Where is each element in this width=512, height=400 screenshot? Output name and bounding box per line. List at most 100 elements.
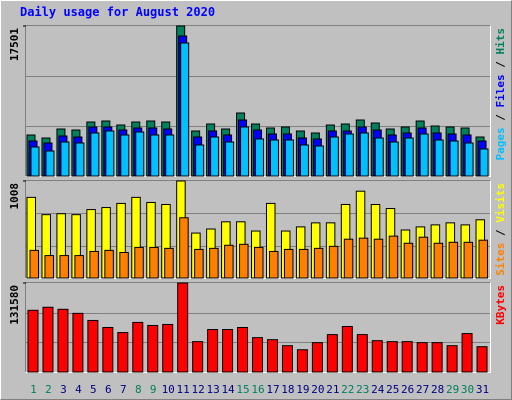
x-tick-label: 19: [296, 383, 309, 396]
bar: [373, 238, 384, 279]
bar: [239, 243, 249, 279]
bar: [461, 333, 473, 373]
x-tick-label: 31: [476, 383, 489, 396]
bar: [164, 247, 174, 279]
y-tick-label: 1008: [8, 183, 21, 210]
legend-entry: Hits: [494, 28, 507, 55]
bar: [119, 251, 129, 279]
bar: [416, 342, 428, 373]
bar: [386, 341, 398, 373]
bar: [29, 249, 39, 279]
legend-entry: KBytes: [494, 285, 507, 325]
bar: [371, 340, 383, 373]
bar: [358, 237, 369, 279]
bar: [222, 329, 234, 373]
bar: [59, 255, 69, 279]
x-tick-label: 25: [386, 383, 399, 396]
legend-entry: Files: [494, 74, 507, 107]
x-tick-label: 26: [401, 383, 414, 396]
x-tick-label: 12: [192, 383, 205, 396]
y-tick-label: 131580: [8, 285, 21, 325]
legend-entry: Pages: [494, 127, 507, 160]
x-tick-label: 10: [162, 383, 175, 396]
bar: [403, 242, 414, 279]
bar: [105, 130, 115, 177]
bar: [266, 339, 278, 373]
bar: [255, 138, 265, 177]
bar: [374, 137, 384, 177]
bar: [464, 142, 474, 177]
bar: [463, 241, 474, 279]
bar: [192, 341, 204, 373]
bar: [314, 145, 324, 177]
bar: [478, 239, 489, 279]
x-tick-label: 28: [431, 383, 444, 396]
x-tick-label: 23: [356, 383, 369, 396]
bar: [479, 148, 489, 177]
bar: [433, 242, 444, 279]
bar: [299, 144, 309, 177]
x-tick-label: 8: [135, 383, 142, 396]
bar: [254, 246, 264, 279]
x-tick-label: 27: [416, 383, 429, 396]
bar: [269, 139, 279, 177]
bar: [446, 345, 458, 373]
bar: [104, 249, 114, 279]
bar: [134, 246, 144, 279]
x-tick-label: 7: [120, 383, 127, 396]
bar: [30, 146, 40, 177]
bar: [356, 334, 368, 373]
bar: [72, 312, 84, 373]
y-tick-label: 17501: [8, 28, 21, 61]
bar: [284, 139, 294, 177]
bar: [195, 144, 205, 177]
x-tick-label: 15: [236, 383, 249, 396]
bar: [296, 349, 308, 373]
bar: [224, 244, 234, 279]
bar: [60, 141, 70, 177]
legend-entry: Sites: [494, 243, 507, 276]
x-tick-label: 22: [341, 383, 354, 396]
bar: [162, 323, 174, 373]
bar: [326, 334, 338, 373]
x-tick-label: 14: [221, 383, 235, 396]
x-tick-label: 9: [150, 383, 157, 396]
bar: [209, 247, 219, 279]
legend-separator: /: [494, 108, 507, 128]
bar: [57, 308, 69, 373]
x-tick-label: 3: [60, 383, 67, 396]
chart-title: Daily usage for August 2020: [20, 5, 215, 19]
bar: [404, 137, 414, 177]
bar: [252, 337, 264, 373]
x-tick-label: 4: [75, 383, 82, 396]
x-tick-label: 11: [177, 383, 190, 396]
bar: [45, 150, 55, 177]
bar: [180, 42, 190, 177]
x-tick-label: 24: [371, 383, 385, 396]
bar: [476, 346, 488, 373]
bar: [311, 342, 323, 373]
x-tick-label: 2: [45, 383, 52, 396]
bar: [207, 329, 219, 373]
bar: [283, 248, 294, 279]
bar: [135, 131, 145, 177]
bar: [328, 245, 339, 279]
legend-separator: /: [494, 55, 507, 75]
bar: [449, 140, 459, 177]
x-tick-label: 5: [90, 383, 97, 396]
bar: [343, 238, 354, 279]
bar: [177, 282, 189, 373]
bar: [120, 134, 130, 177]
x-tick-label: 16: [251, 383, 264, 396]
x-tick-label: 6: [105, 383, 112, 396]
bar: [89, 250, 99, 279]
bar: [74, 255, 84, 279]
x-tick-label: 1: [30, 383, 37, 396]
bar: [90, 132, 100, 177]
bar: [388, 235, 399, 279]
bar: [165, 134, 175, 177]
bar: [418, 236, 429, 279]
x-tick-label: 20: [311, 383, 324, 396]
